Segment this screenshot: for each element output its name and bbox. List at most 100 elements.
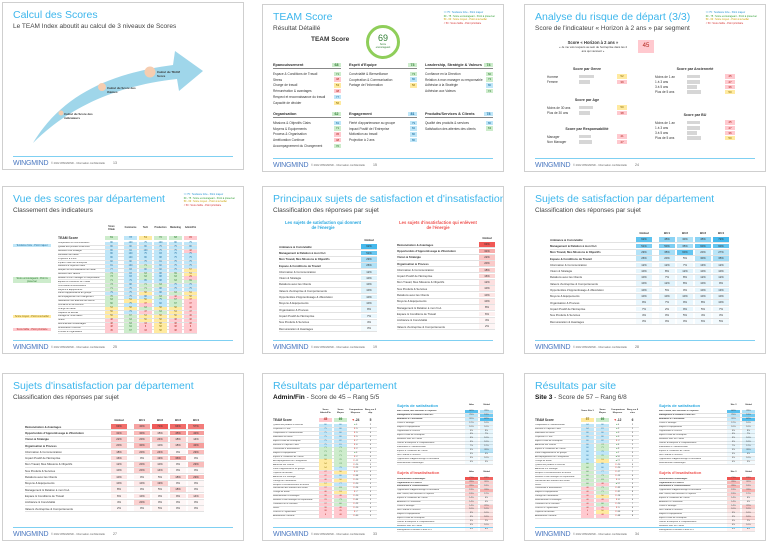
satisfaction-list: Global Ambiance & Convivialité 62% Manageme… xyxy=(279,237,377,333)
growth-arrow-icon xyxy=(33,51,203,143)
table-row: Espace & Conditions de Travail 26% 20% 5% 30… xyxy=(550,256,729,263)
table-row: Projection à 2 ans 80 100 80 88 75 75 xyxy=(58,257,197,262)
percent-cell: 0% xyxy=(188,487,204,492)
topic-label: Rémunération & Avantages xyxy=(397,477,426,480)
slide-title: Sujets de satisfaction par département xyxy=(535,193,715,205)
percent-cell: 0% xyxy=(170,481,186,486)
topic-percent: 3% xyxy=(361,326,377,331)
slide-insatisfaction-departement[interactable]: Sujets d'insatisfaction par département … xyxy=(2,373,244,541)
comparison: ▼-13 xyxy=(611,474,624,479)
topic-label: Mon Travail, Mes Missions & Objectifs xyxy=(550,250,601,255)
score-cell: 48 xyxy=(105,318,118,322)
brand-logo: WINGMIND xyxy=(273,344,309,351)
indicator-name: Projection à 2 ans xyxy=(273,428,291,431)
dept-score: 71 xyxy=(319,451,332,455)
dept-score: 80 xyxy=(319,423,332,428)
percent-cell: 60% xyxy=(713,243,729,249)
slide-resultats-site[interactable]: Résultats par site Site 3 - Score de 57 … xyxy=(524,373,766,541)
dept-score: 40 xyxy=(581,490,594,495)
dept-score: 75 xyxy=(319,435,332,439)
percent-cell: 18% xyxy=(111,449,127,455)
dept-score: 38 xyxy=(319,510,332,514)
topic-percent: 62% xyxy=(361,244,377,249)
percent-cell: 14% xyxy=(152,468,168,474)
topic-label: Nos Produits & Services xyxy=(550,313,581,318)
segment-label: 3 à 5 ans xyxy=(655,84,669,89)
copyright: © 2022 WINGMIND - Information confidenti… xyxy=(51,533,105,536)
indicator-name: Adhésion aux Valeurs xyxy=(273,463,295,466)
score-cell: 75 xyxy=(169,268,182,272)
list-header: Sujets d'insatisfaction Adm Global xyxy=(397,468,493,477)
score-cell: 73 xyxy=(105,276,118,280)
dept-score: 40 xyxy=(581,498,594,502)
topic-label: Moyens & Equipements xyxy=(25,481,55,486)
team-score-value: 69 xyxy=(377,33,388,43)
legend-item: 50 - 60 : Score moyen - Point à surveill… xyxy=(443,18,488,22)
difference-value: 1 xyxy=(617,451,620,454)
indicator-score: 74 xyxy=(486,88,493,94)
list-item: Impact Positif de l'Entreprise 5% 16% xyxy=(659,516,755,521)
score-cell: 63 xyxy=(139,307,152,311)
topic-label: Vision & Stratégie xyxy=(659,505,677,508)
slide-satisfaction-departement[interactable]: Sujets de satisfaction par département C… xyxy=(524,186,766,354)
topic-percent: 10% xyxy=(479,292,495,298)
topic-percent: 22% xyxy=(480,504,493,508)
list-item: Vision & Stratégie 10% xyxy=(279,275,377,282)
segment-block: Score par Responsabilité Manager 41 Non Man… xyxy=(547,127,627,144)
table-row: Espace & Conditions de Travail 69 71 ▼-2 4 xyxy=(273,455,377,460)
percent-cell: 26% xyxy=(636,256,652,261)
list-item: Espace & Conditions de Travail 14% 6% xyxy=(659,496,755,501)
theme-name: Epanouissement xyxy=(273,63,304,68)
difference-value: 12 xyxy=(617,483,620,486)
list-item: Organisation & Process 5% 9% xyxy=(397,429,493,434)
list-item: Opportunités d'Apprentissage & d'Evoluti… xyxy=(279,294,377,301)
list-item: Moyens & Equipements 5% 10% xyxy=(397,512,493,517)
indicator-name: Confiance en la Direction xyxy=(273,503,298,506)
dept-score: 60 xyxy=(581,463,594,467)
arrow-down-icon: ▼ xyxy=(614,502,617,505)
percent-cell: 20% xyxy=(695,249,711,255)
arrow-down-icon: ▼ xyxy=(353,435,356,438)
difference-value: -16 xyxy=(617,495,621,498)
arrow-up-icon: ▲ xyxy=(615,447,618,450)
legend-item: >= 75 : Tendance forte - Point majeur xyxy=(443,11,484,14)
percent-cell: 10% xyxy=(695,268,711,274)
topic-percent: 4% xyxy=(742,500,755,504)
slide-scores-departement[interactable]: Vue des scores par département Classemen… xyxy=(2,186,244,354)
avg-score: 60 xyxy=(334,502,347,506)
slide-satisfaction-insatisfaction[interactable]: Principaux sujets de satisfaction et d'i… xyxy=(262,186,504,354)
slide-resultats-departement[interactable]: Résultats par département Admin/Fin - Sc… xyxy=(262,373,504,541)
dept-score: 38 xyxy=(319,494,332,498)
rank: 6 xyxy=(631,475,634,478)
score-cell: 88 xyxy=(154,287,167,292)
list-item: Valeurs d'entreprise & Comportements 10% xyxy=(279,288,377,295)
slide-subtitle: Admin/Fin - Score de 45 – Rang 5/5 xyxy=(273,394,379,401)
score-cell: 58 xyxy=(154,326,167,330)
indicator-name: Impact Positif de l'Entreprise xyxy=(349,126,390,131)
topic-percent: 29% xyxy=(480,409,493,414)
score-cell: 75 xyxy=(154,249,167,253)
avg-score: 69 xyxy=(596,418,609,422)
difference-value: -7 xyxy=(355,491,358,494)
percent-cell: 4% xyxy=(695,312,711,318)
segment-title: Score par Responsabilité xyxy=(565,127,609,131)
list-item: Espace & Conditions de Travail 5% 26% xyxy=(659,449,755,454)
score-cell: 88 xyxy=(154,272,167,276)
list-item: Opportunités d'Apprentissage & d'Evoluti… xyxy=(397,248,495,255)
difference-value: -17 xyxy=(617,471,621,474)
percent-cell: 50% xyxy=(659,243,675,249)
comparison: ▼-2 xyxy=(349,447,362,452)
slide-team-score[interactable]: TEAM Score Résultat Détaillé >= 75 : Ten… xyxy=(262,4,504,172)
table-row: Nos Produits & Services 4% 0% 5% 4% 3% xyxy=(550,312,729,319)
percent-cell: 0% xyxy=(188,468,204,474)
legend-item: 60 - 75 : Score encourageant - Point à p… xyxy=(183,196,235,200)
slide-risque-depart[interactable]: Analyse du risque de départ (3/3) Score … xyxy=(524,4,766,172)
table-row: Projection à 2 ans 80 80 ▲0 3 xyxy=(535,435,639,440)
segment-bar xyxy=(687,131,698,135)
list-item: Relations avec les Clients 10% xyxy=(397,292,495,299)
list-item: Information & Communication 18% xyxy=(397,267,495,274)
topic-label: Moyens & Equipements xyxy=(550,294,580,299)
theme-name: Produits/Services & Clients xyxy=(425,112,475,117)
topic-percent: 5% xyxy=(727,437,740,441)
slide-calcul-des-scores[interactable]: Calcul des Scores Le TEAM Index aboutit … xyxy=(2,2,244,170)
